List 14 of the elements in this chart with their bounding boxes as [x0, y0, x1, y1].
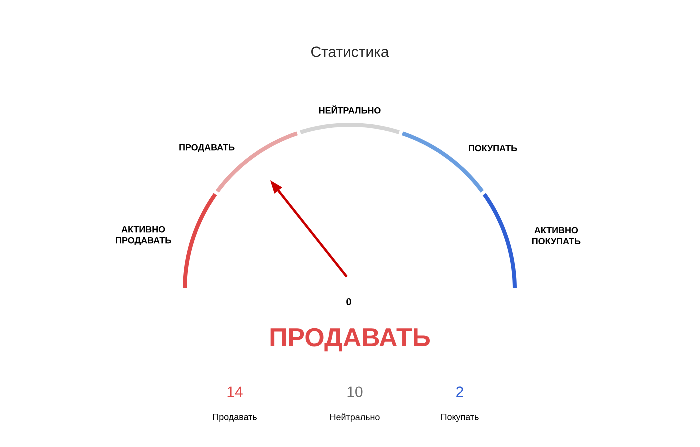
- chart-title: Статистика: [312, 46, 390, 58]
- text: Продавать: [213, 414, 257, 422]
- text: ПРОДАВАТЬ: [270, 328, 430, 352]
- text: 0: [346, 298, 352, 306]
- text: Нейтрально: [330, 414, 380, 422]
- text: 10: [348, 386, 363, 398]
- slice-label: ПРОДАВАТЬ: [180, 144, 235, 152]
- text: 2: [456, 386, 464, 398]
- slice-label: АКТИВНО ПОКУПАТЬ: [532, 227, 581, 245]
- text: Покупать: [442, 414, 479, 422]
- slice-label: ПОКУПАТЬ: [469, 145, 518, 152]
- slice-label: НЕЙТРАЛЬНО: [319, 106, 381, 114]
- slice-label: АКТИВНО ПРОДАВАТЬ: [116, 226, 172, 246]
- text: 14: [228, 386, 243, 398]
